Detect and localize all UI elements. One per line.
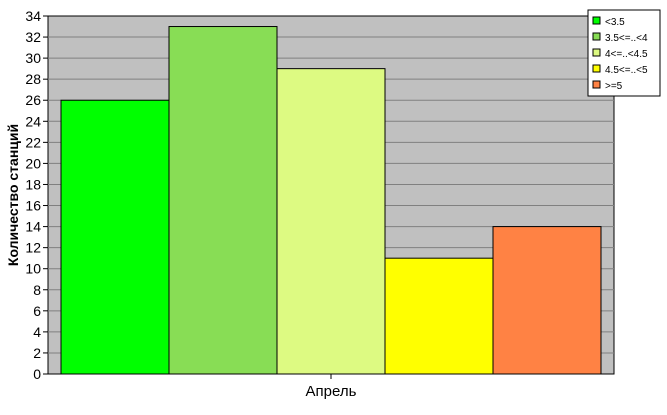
y-tick-label: 10 <box>25 261 41 277</box>
bar-2 <box>168 26 278 375</box>
y-tick-label: 0 <box>33 366 41 382</box>
y-tick-label: 24 <box>25 113 41 129</box>
y-tick-label: 22 <box>25 134 41 150</box>
y-axis-label: Количество станций <box>5 124 21 266</box>
legend: <3.5 3.5<=..<4 4<=..<4.5 4.5<=..<5 >=5 <box>587 9 661 97</box>
y-tick-label: 12 <box>25 240 41 256</box>
y-tick-label: 18 <box>25 176 41 192</box>
y-tick-label: 20 <box>25 155 41 171</box>
x-tick-label: Апрель <box>306 383 357 400</box>
bar-1 <box>60 99 170 375</box>
y-tick-label: 6 <box>33 303 41 319</box>
legend-entry: 4.5<=..<5 <box>605 65 648 76</box>
legend-swatch <box>592 64 601 73</box>
legend-entry: >=5 <box>605 81 623 92</box>
y-tick-label: 34 <box>25 8 41 24</box>
y-tick-label: 16 <box>25 198 41 214</box>
legend-swatch <box>592 32 601 41</box>
y-tick-label: 26 <box>25 92 41 108</box>
bar-3 <box>276 68 386 375</box>
legend-swatch <box>592 80 601 89</box>
y-tick-label: 28 <box>25 71 41 87</box>
x-axis: Апрель <box>306 374 357 400</box>
bar-5 <box>492 226 602 375</box>
bar-4 <box>384 257 494 375</box>
legend-entry: 3.5<=..<4 <box>605 33 648 44</box>
y-tick-label: 32 <box>25 29 41 45</box>
y-tick-label: 4 <box>33 324 41 340</box>
legend-entry: <3.5 <box>605 17 625 28</box>
legend-entry: 4<=..<4.5 <box>605 49 648 60</box>
y-tick-label: 2 <box>33 345 41 361</box>
y-tick-label: 8 <box>33 282 41 298</box>
legend-swatch <box>592 48 601 57</box>
legend-swatch <box>592 16 601 25</box>
y-tick-label: 14 <box>25 219 41 235</box>
bars <box>60 26 602 375</box>
y-tick-label: 30 <box>25 50 41 66</box>
